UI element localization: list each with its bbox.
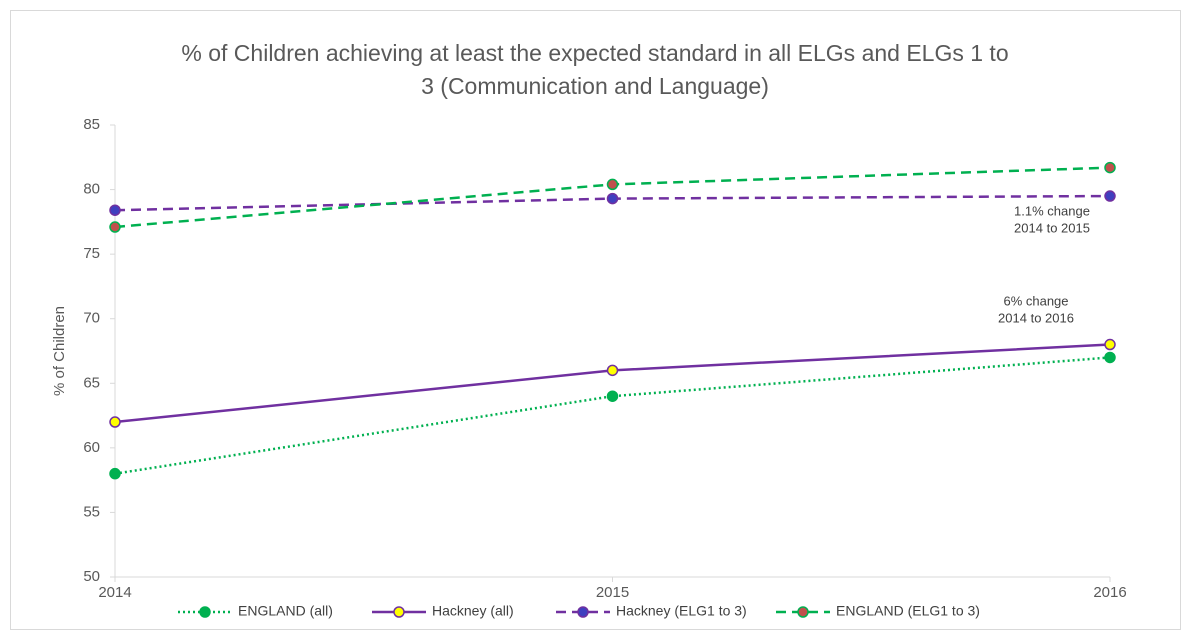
data-point bbox=[109, 416, 121, 428]
legend-marker bbox=[577, 606, 589, 618]
data-point bbox=[606, 178, 619, 191]
y-tick-label: 50 bbox=[83, 568, 100, 585]
data-point bbox=[109, 221, 121, 233]
annotation: 2014 to 2016 bbox=[998, 310, 1074, 325]
data-point bbox=[606, 390, 619, 402]
y-tick-label: 65 bbox=[83, 374, 100, 391]
chart-title: % of Children achieving at least the exp… bbox=[181, 40, 1008, 66]
legend-marker bbox=[199, 606, 211, 618]
chart-title: 3 (Communication and Language) bbox=[421, 73, 769, 99]
data-point bbox=[606, 192, 619, 205]
annotation: 6% change bbox=[1003, 293, 1068, 308]
x-tick-label: 2015 bbox=[596, 584, 629, 601]
y-tick-label: 85 bbox=[83, 116, 100, 133]
annotation: 2014 to 2015 bbox=[1014, 220, 1090, 235]
legend-marker bbox=[393, 606, 405, 618]
data-point bbox=[1104, 190, 1116, 202]
chart-border bbox=[10, 10, 1181, 630]
data-point bbox=[1104, 338, 1116, 351]
y-tick-label: 55 bbox=[83, 503, 100, 520]
data-point bbox=[1104, 351, 1116, 364]
y-tick-label: 75 bbox=[83, 245, 100, 262]
data-point bbox=[109, 467, 121, 480]
series-line bbox=[114, 356, 1111, 475]
y-tick-label: 70 bbox=[83, 310, 100, 327]
data-point bbox=[109, 204, 121, 216]
legend-label: Hackney (ELG1 to 3) bbox=[616, 603, 747, 619]
legend-marker bbox=[797, 606, 809, 618]
legend-label: ENGLAND (ELG1 to 3) bbox=[836, 603, 980, 619]
x-tick-label: 2016 bbox=[1093, 584, 1126, 601]
data-point bbox=[606, 364, 619, 377]
annotation: 1.1% change bbox=[1014, 203, 1090, 218]
y-axis-label: % of Children bbox=[51, 306, 68, 396]
legend-label: ENGLAND (all) bbox=[238, 603, 333, 619]
legend-label: Hackney (all) bbox=[432, 603, 514, 619]
y-tick-label: 60 bbox=[83, 439, 100, 456]
y-tick-label: 80 bbox=[83, 181, 100, 198]
x-tick-label: 2014 bbox=[98, 584, 131, 601]
data-point bbox=[1104, 161, 1116, 174]
